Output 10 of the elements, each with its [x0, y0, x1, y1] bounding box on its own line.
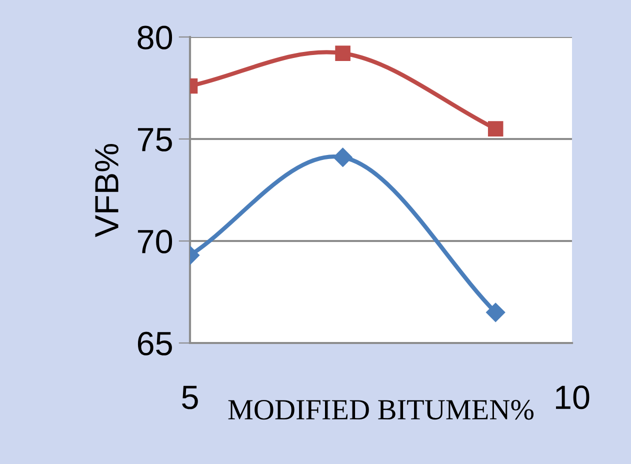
point	[488, 121, 504, 136]
y-tick-label: 65	[138, 332, 172, 356]
y-tick-label: 70	[138, 230, 172, 254]
y-tick-label: 75	[138, 128, 172, 152]
x-tick-label: 5	[182, 386, 198, 410]
x-axis-title: MODIFIED BITUMEN%	[228, 400, 534, 420]
y-axis-title: VFB%	[95, 144, 118, 238]
point	[486, 302, 506, 322]
y-tick-label: 80	[138, 26, 172, 50]
x-tick-label: 10	[556, 386, 590, 410]
